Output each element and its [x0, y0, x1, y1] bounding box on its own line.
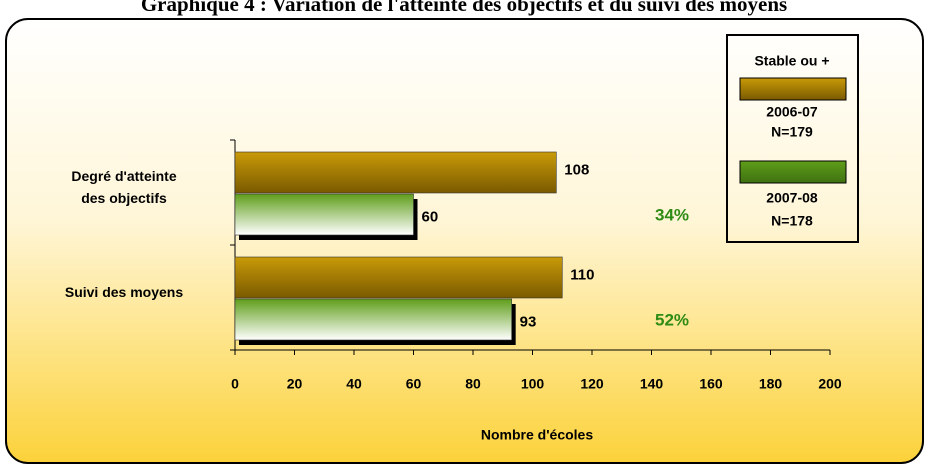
x-tick-label: 200: [818, 376, 842, 392]
legend-swatch: [739, 77, 847, 101]
x-tick-label: 160: [699, 376, 723, 392]
x-tick-label: 120: [580, 376, 604, 392]
x-tick-label: 60: [406, 376, 422, 392]
x-tick-label: 20: [287, 376, 303, 392]
bar: [234, 256, 563, 299]
x-tick-label: 140: [640, 376, 664, 392]
chart-title: Graphique 4 : Variation de l'atteinte de…: [141, 0, 787, 16]
x-axis-label: Nombre d'écoles: [481, 427, 593, 443]
x-tick-label: 40: [346, 376, 362, 392]
data-label: 110: [570, 266, 594, 283]
data-label: 108: [564, 161, 589, 178]
x-tick-label: 0: [231, 376, 239, 392]
x-tick-label: 80: [465, 376, 481, 392]
category-label: des objectifs: [81, 190, 167, 206]
x-tick-label: 100: [521, 376, 545, 392]
legend-title: Stable ou +: [754, 53, 829, 69]
legend-label: 2006-07: [766, 104, 818, 120]
legend-swatch: [739, 160, 847, 184]
data-label: 60: [422, 208, 439, 225]
data-label: 93: [520, 313, 537, 330]
annotation: 34%: [655, 205, 689, 224]
legend-box: [726, 34, 859, 243]
legend-label: N=178: [771, 213, 813, 229]
category-label: Suivi des moyens: [65, 284, 183, 300]
x-tick-label: 180: [759, 376, 783, 392]
annotation: 52%: [655, 310, 689, 329]
bar: [234, 151, 557, 194]
category-label: Degré d'atteinte: [71, 168, 176, 184]
bar: [234, 298, 512, 341]
legend-label: N=179: [771, 124, 813, 140]
legend-label: 2007-08: [766, 190, 818, 206]
bar: [234, 193, 414, 236]
